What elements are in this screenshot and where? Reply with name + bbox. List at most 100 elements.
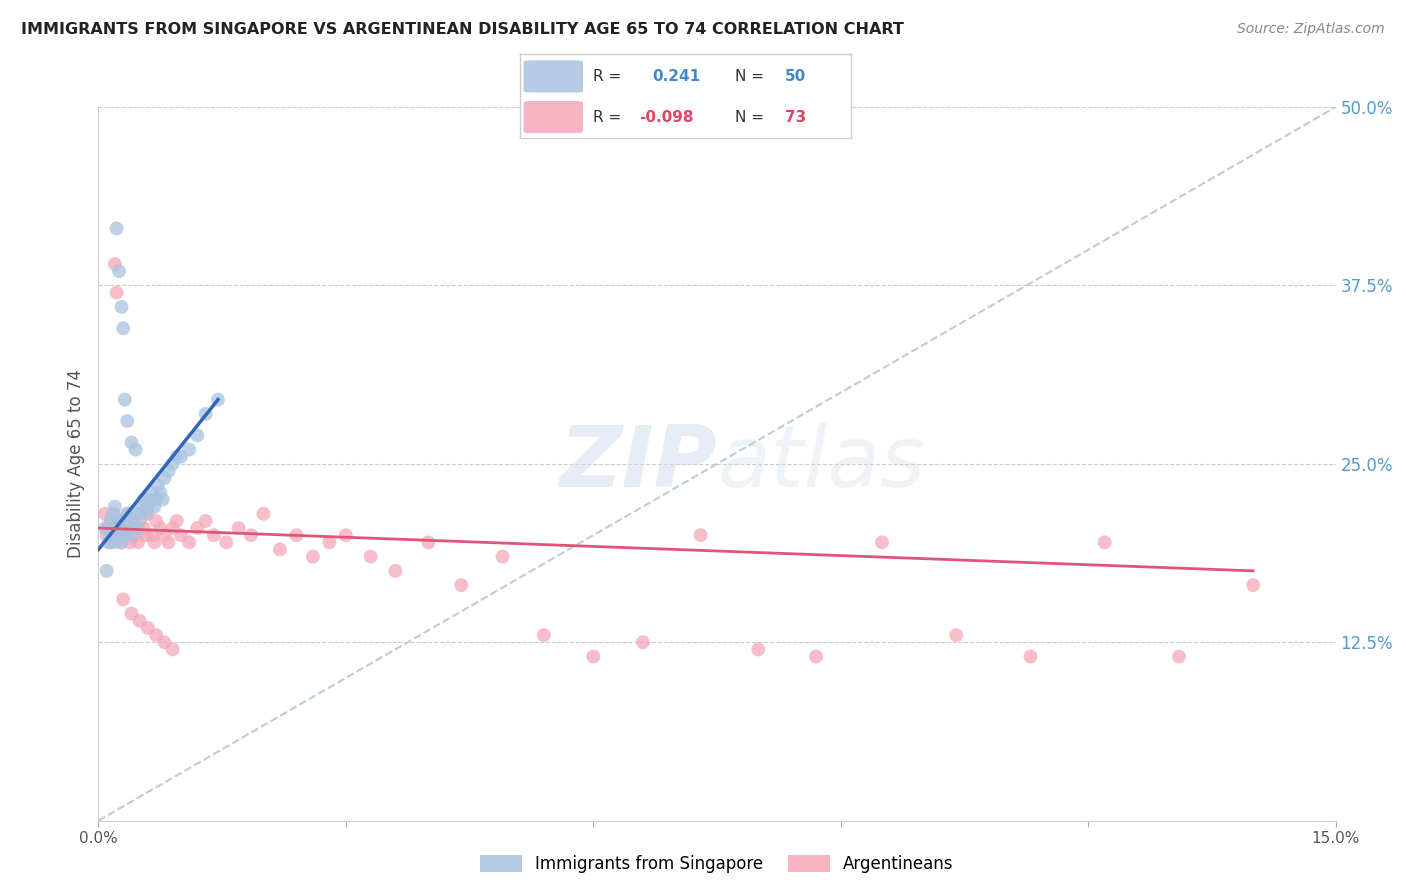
Point [128, 514, 150, 528]
Text: Source: ZipAtlas.com: Source: ZipAtlas.com [1237, 22, 1385, 37]
Point [108, 514, 131, 528]
Point [110, 528, 132, 542]
Point [114, 392, 136, 407]
Text: 0.241: 0.241 [652, 69, 700, 84]
Point [1241, 578, 1264, 592]
Point [104, 257, 127, 271]
Point [103, 507, 125, 521]
Point [1094, 535, 1116, 549]
Point [96, 564, 118, 578]
Text: ZIP: ZIP [560, 422, 717, 506]
Point [157, 535, 180, 549]
Point [104, 500, 127, 514]
Point [166, 514, 188, 528]
Point [135, 507, 157, 521]
Point [162, 457, 184, 471]
Point [136, 500, 159, 514]
Point [747, 642, 769, 657]
Point [186, 428, 208, 442]
Point [240, 528, 263, 542]
Point [631, 635, 654, 649]
Point [149, 521, 172, 535]
Point [105, 285, 128, 300]
Point [112, 528, 135, 542]
Point [418, 535, 440, 549]
Point [110, 300, 132, 314]
Point [108, 264, 131, 278]
Point [117, 507, 139, 521]
Point [118, 521, 141, 535]
Point [103, 521, 125, 535]
Point [108, 521, 131, 535]
Point [105, 528, 128, 542]
Text: -0.098: -0.098 [640, 110, 693, 125]
Point [179, 535, 201, 549]
Point [689, 528, 711, 542]
Point [117, 528, 139, 542]
Point [360, 549, 382, 564]
Point [252, 507, 274, 521]
Point [141, 485, 163, 500]
Point [105, 528, 128, 542]
Point [285, 528, 308, 542]
Text: R =: R = [593, 110, 626, 125]
Point [120, 607, 142, 621]
Point [136, 507, 159, 521]
Point [114, 521, 136, 535]
Point [136, 621, 159, 635]
Point [100, 514, 122, 528]
Point [153, 635, 176, 649]
Point [100, 528, 122, 542]
Point [135, 528, 157, 542]
Point [215, 535, 238, 549]
Point [153, 471, 176, 485]
FancyBboxPatch shape [523, 61, 583, 93]
Point [100, 535, 122, 549]
Point [127, 535, 149, 549]
Point [124, 507, 146, 521]
Point [194, 514, 217, 528]
Point [1168, 649, 1191, 664]
Point [162, 521, 184, 535]
Point [145, 628, 167, 642]
Point [103, 507, 125, 521]
Point [97, 535, 120, 549]
Point [108, 521, 131, 535]
Point [120, 528, 142, 542]
Point [870, 535, 893, 549]
Point [207, 392, 229, 407]
Point [152, 492, 174, 507]
Point [202, 528, 225, 542]
Point [186, 521, 208, 535]
Point [582, 649, 605, 664]
Point [117, 507, 139, 521]
Text: N =: N = [735, 69, 763, 84]
Point [318, 535, 340, 549]
Point [94, 521, 117, 535]
Point [124, 442, 146, 457]
Point [120, 435, 142, 450]
Point [141, 528, 163, 542]
Point [124, 528, 146, 542]
Point [100, 514, 122, 528]
Point [143, 500, 166, 514]
Point [162, 642, 184, 657]
Text: R =: R = [593, 69, 621, 84]
Point [170, 450, 193, 464]
Point [94, 507, 117, 521]
Point [122, 514, 145, 528]
Text: 73: 73 [785, 110, 806, 125]
Point [112, 321, 135, 335]
Point [118, 535, 141, 549]
Point [105, 221, 128, 235]
Point [108, 514, 131, 528]
Point [533, 628, 555, 642]
Point [96, 528, 118, 542]
Point [149, 485, 172, 500]
Text: 50: 50 [785, 69, 806, 84]
Point [110, 535, 132, 549]
Point [384, 564, 406, 578]
Point [132, 492, 155, 507]
Text: atlas: atlas [717, 422, 925, 506]
FancyBboxPatch shape [523, 101, 583, 133]
